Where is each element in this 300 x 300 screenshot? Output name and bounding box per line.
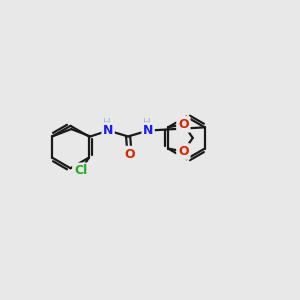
Text: N: N [103, 124, 113, 137]
Text: H: H [103, 118, 110, 128]
Text: O: O [178, 145, 189, 158]
Text: O: O [178, 118, 189, 131]
Text: Cl: Cl [74, 164, 87, 177]
Text: O: O [124, 148, 135, 160]
Text: N: N [143, 124, 153, 137]
Text: H: H [143, 118, 151, 128]
